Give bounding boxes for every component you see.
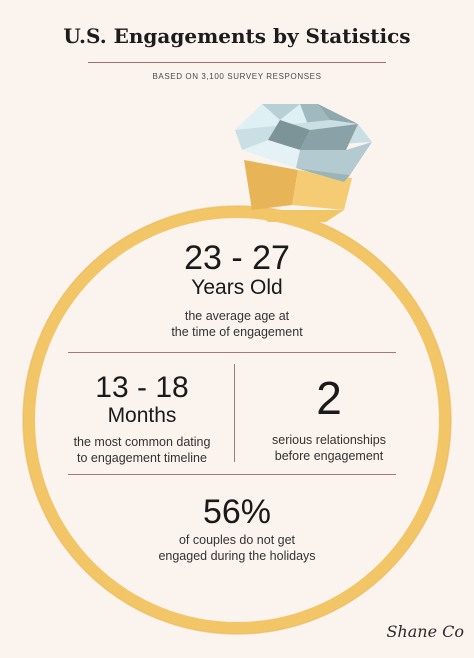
brand-logo: Shane Co [386,622,464,641]
divider-top [68,352,396,353]
stat-dating-desc-line2: to engagement timeline [77,451,207,465]
divider-vertical [234,364,235,462]
stat-holidays-value: 56% [202,493,272,531]
stat-age-value: 23 - 27 [184,239,290,277]
stat-dating-desc-line1: the most common dating [73,435,211,449]
stat-holidays-desc-line2: engaged during the holidays [158,549,316,563]
stat-relationships: 2 serious relationships before engagemen… [246,372,412,464]
diamond-icon [235,104,372,182]
stat-age-unit: Years Old [191,276,283,299]
ring-setting-base [252,210,344,222]
stat-holidays: 56% of couples do not get engaged during… [117,494,357,564]
stat-relationships-desc-line2: before engagement [274,449,384,463]
ring-setting-right [292,170,352,210]
divider-bottom [68,474,396,475]
stat-dating-value: 13 - 18 [95,371,189,404]
stat-dating: 13 - 18 Months the most common dating to… [52,372,232,466]
stat-relationships-desc-line1: serious relationships [272,433,386,447]
stat-age-desc-line2: the time of engagement [171,325,303,339]
ring-band-shade [22,205,452,635]
stat-age-desc-line1: the average age at [184,309,290,323]
stat-relationships-value: 2 [316,372,342,424]
stat-age: 23 - 27 Years Old the average age at the… [137,240,337,340]
ring-setting-left [244,160,298,210]
title-divider [88,62,386,63]
stat-holidays-desc-line1: of couples do not get [178,533,296,547]
page-subtitle: BASED ON 3,100 SURVEY RESPONSES [152,72,322,81]
ring-band [23,206,451,634]
stat-dating-unit: Months [107,404,177,427]
page-title: U.S. Engagements by Statistics [63,24,411,48]
